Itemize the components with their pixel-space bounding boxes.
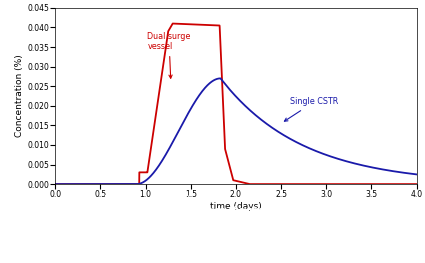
- Y-axis label: Concentration (%): Concentration (%): [15, 55, 24, 137]
- Text: Single CSTR: Single CSTR: [284, 97, 338, 121]
- Text: Dual surge
vessel: Dual surge vessel: [147, 32, 191, 78]
- Text: Figure 7. Response to 1 h tracer pulse at 10% concentration for
cumulative flow : Figure 7. Response to 1 h tracer pulse a…: [67, 195, 358, 251]
- X-axis label: time (days): time (days): [210, 202, 262, 211]
